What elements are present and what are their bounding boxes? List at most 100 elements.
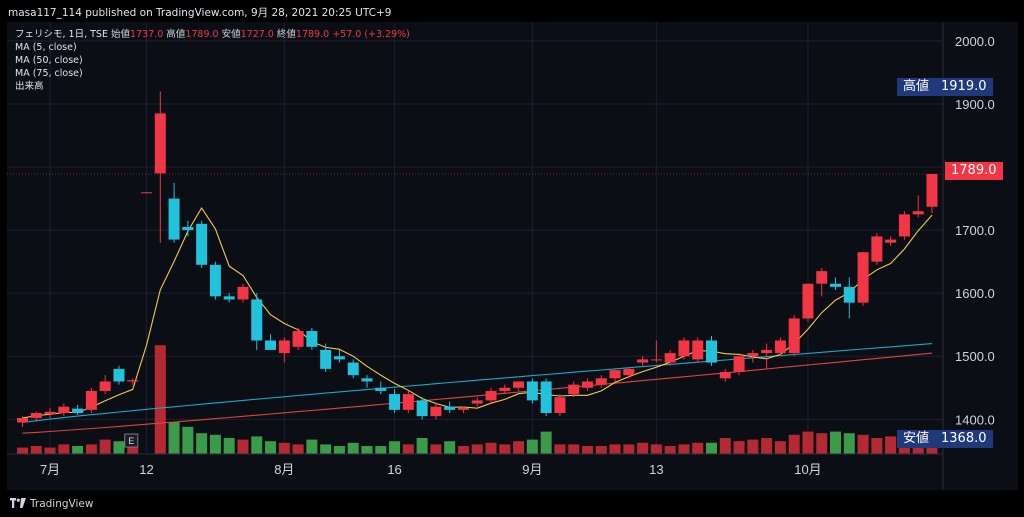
legend-ohlc-row: フェリシモ, 1日, TSE 始値1737.0 高値1789.0 安値1727.… — [15, 28, 410, 41]
candle-body — [430, 406, 442, 417]
volume-bar — [402, 444, 414, 454]
candle-body — [526, 381, 538, 401]
candle-body — [513, 381, 525, 388]
y-tick-label: 1900.0 — [955, 97, 995, 112]
y-tick-label: 1500.0 — [955, 349, 995, 364]
volume-bar — [416, 438, 428, 454]
low-badge-value: 1368.0 — [941, 431, 987, 446]
volume-bar — [457, 446, 469, 454]
volume-bar — [44, 447, 56, 454]
y-tick-label: 1700.0 — [955, 223, 995, 238]
candle-body — [926, 173, 938, 207]
volume-bar — [444, 441, 456, 454]
volume-bar — [788, 434, 800, 454]
candle-body — [306, 331, 318, 347]
candle-body — [843, 286, 855, 303]
y-tick-label: 2000.0 — [955, 34, 995, 49]
legend-ma75[interactable]: MA (75, close) — [15, 68, 83, 79]
volume-bar — [306, 439, 318, 454]
legend-open-value: 1737.0 — [130, 29, 164, 40]
candle-body — [389, 394, 401, 410]
high-badge-value: 1919.0 — [941, 79, 987, 94]
volume-bar — [292, 444, 304, 454]
publisher-line: masa117_114 published on TradingView.com… — [8, 7, 392, 19]
candle-body — [692, 340, 704, 360]
volume-bar — [513, 441, 525, 454]
candle-body — [44, 411, 56, 415]
candle-body — [361, 378, 373, 382]
x-tick-label: 13 — [649, 462, 663, 477]
volume-bar — [733, 441, 745, 454]
candle-body — [182, 226, 194, 231]
legend-volume[interactable]: 出来高 — [15, 81, 44, 92]
candle-body — [209, 264, 221, 297]
candle-body — [85, 390, 97, 410]
volume-bar — [623, 444, 635, 454]
candle-body — [816, 271, 828, 284]
candle-body — [871, 236, 883, 262]
volume-bar — [471, 444, 483, 454]
candle-body — [196, 223, 208, 265]
volume-bar — [251, 436, 263, 454]
volume-bar — [237, 439, 249, 454]
chart-legend: フェリシモ, 1日, TSE 始値1737.0 高値1789.0 安値1727.… — [15, 28, 410, 93]
volume-bar — [774, 441, 786, 454]
candle-body — [609, 370, 621, 379]
y-tick-label: 1400.0 — [955, 412, 995, 427]
candle-body — [885, 239, 897, 243]
volume-bar — [595, 446, 607, 454]
candle-body — [761, 349, 773, 354]
candle-body — [719, 372, 731, 379]
candle-body — [265, 340, 277, 350]
x-tick-label: 8月 — [274, 462, 294, 477]
bottom-bar: TradingView — [0, 490, 1024, 517]
volume-bar — [17, 447, 28, 454]
candle-body — [623, 368, 635, 376]
legend-ma5[interactable]: MA (5, close) — [15, 42, 77, 53]
high-price-badge: 高値 1919.0 — [897, 78, 993, 96]
volume-bar — [871, 438, 883, 454]
candle-body — [237, 286, 249, 300]
candle-body — [251, 299, 263, 341]
candle-body — [747, 353, 759, 357]
legend-low-label: 安値 — [221, 29, 241, 40]
volume-bar — [843, 433, 855, 454]
candle-body — [444, 406, 456, 410]
volume-bar — [526, 439, 538, 454]
candle-body — [912, 211, 924, 215]
legend-ma50[interactable]: MA (50, close) — [15, 55, 83, 66]
volume-bar — [347, 442, 359, 454]
volume-bar — [719, 438, 731, 454]
candle-body — [650, 359, 662, 361]
candle-body — [17, 418, 28, 423]
volume-bar — [265, 441, 277, 454]
volume-bar — [499, 444, 511, 454]
volume-bar — [58, 444, 70, 454]
x-tick-label: 7月 — [40, 462, 60, 477]
volume-bar — [389, 441, 401, 454]
chart-panel[interactable]: 2000.01900.01800.01700.01600.01500.01400… — [7, 22, 1018, 490]
candle-body — [830, 283, 842, 287]
volume-bar — [678, 444, 690, 454]
tradingview-brand: TradingView — [30, 498, 94, 510]
candle-body — [581, 381, 593, 388]
candle-body — [416, 400, 428, 417]
legend-change: +57.0 (+3.29%) — [332, 29, 410, 40]
candle-body — [568, 384, 580, 395]
candle-body — [499, 387, 511, 391]
last-price-badge: 1789.0 — [945, 162, 1003, 180]
legend-high-value: 1789.0 — [185, 29, 219, 40]
legend-high-label: 高値 — [166, 29, 186, 40]
high-badge-label: 高値 — [903, 79, 930, 94]
volume-bar — [664, 446, 676, 454]
volume-bar — [857, 434, 869, 454]
legend-low-value: 1727.0 — [240, 29, 274, 40]
candle-body — [320, 349, 332, 369]
volume-bar — [209, 434, 221, 454]
candle-body — [30, 413, 42, 419]
candlestick-chart[interactable]: 2000.01900.01800.01700.01600.01500.01400… — [7, 22, 1018, 490]
volume-bar — [333, 446, 345, 454]
volume-bar — [581, 446, 593, 454]
tradingview-logo[interactable]: TradingView — [10, 498, 93, 510]
x-tick-label: 9月 — [522, 462, 542, 477]
